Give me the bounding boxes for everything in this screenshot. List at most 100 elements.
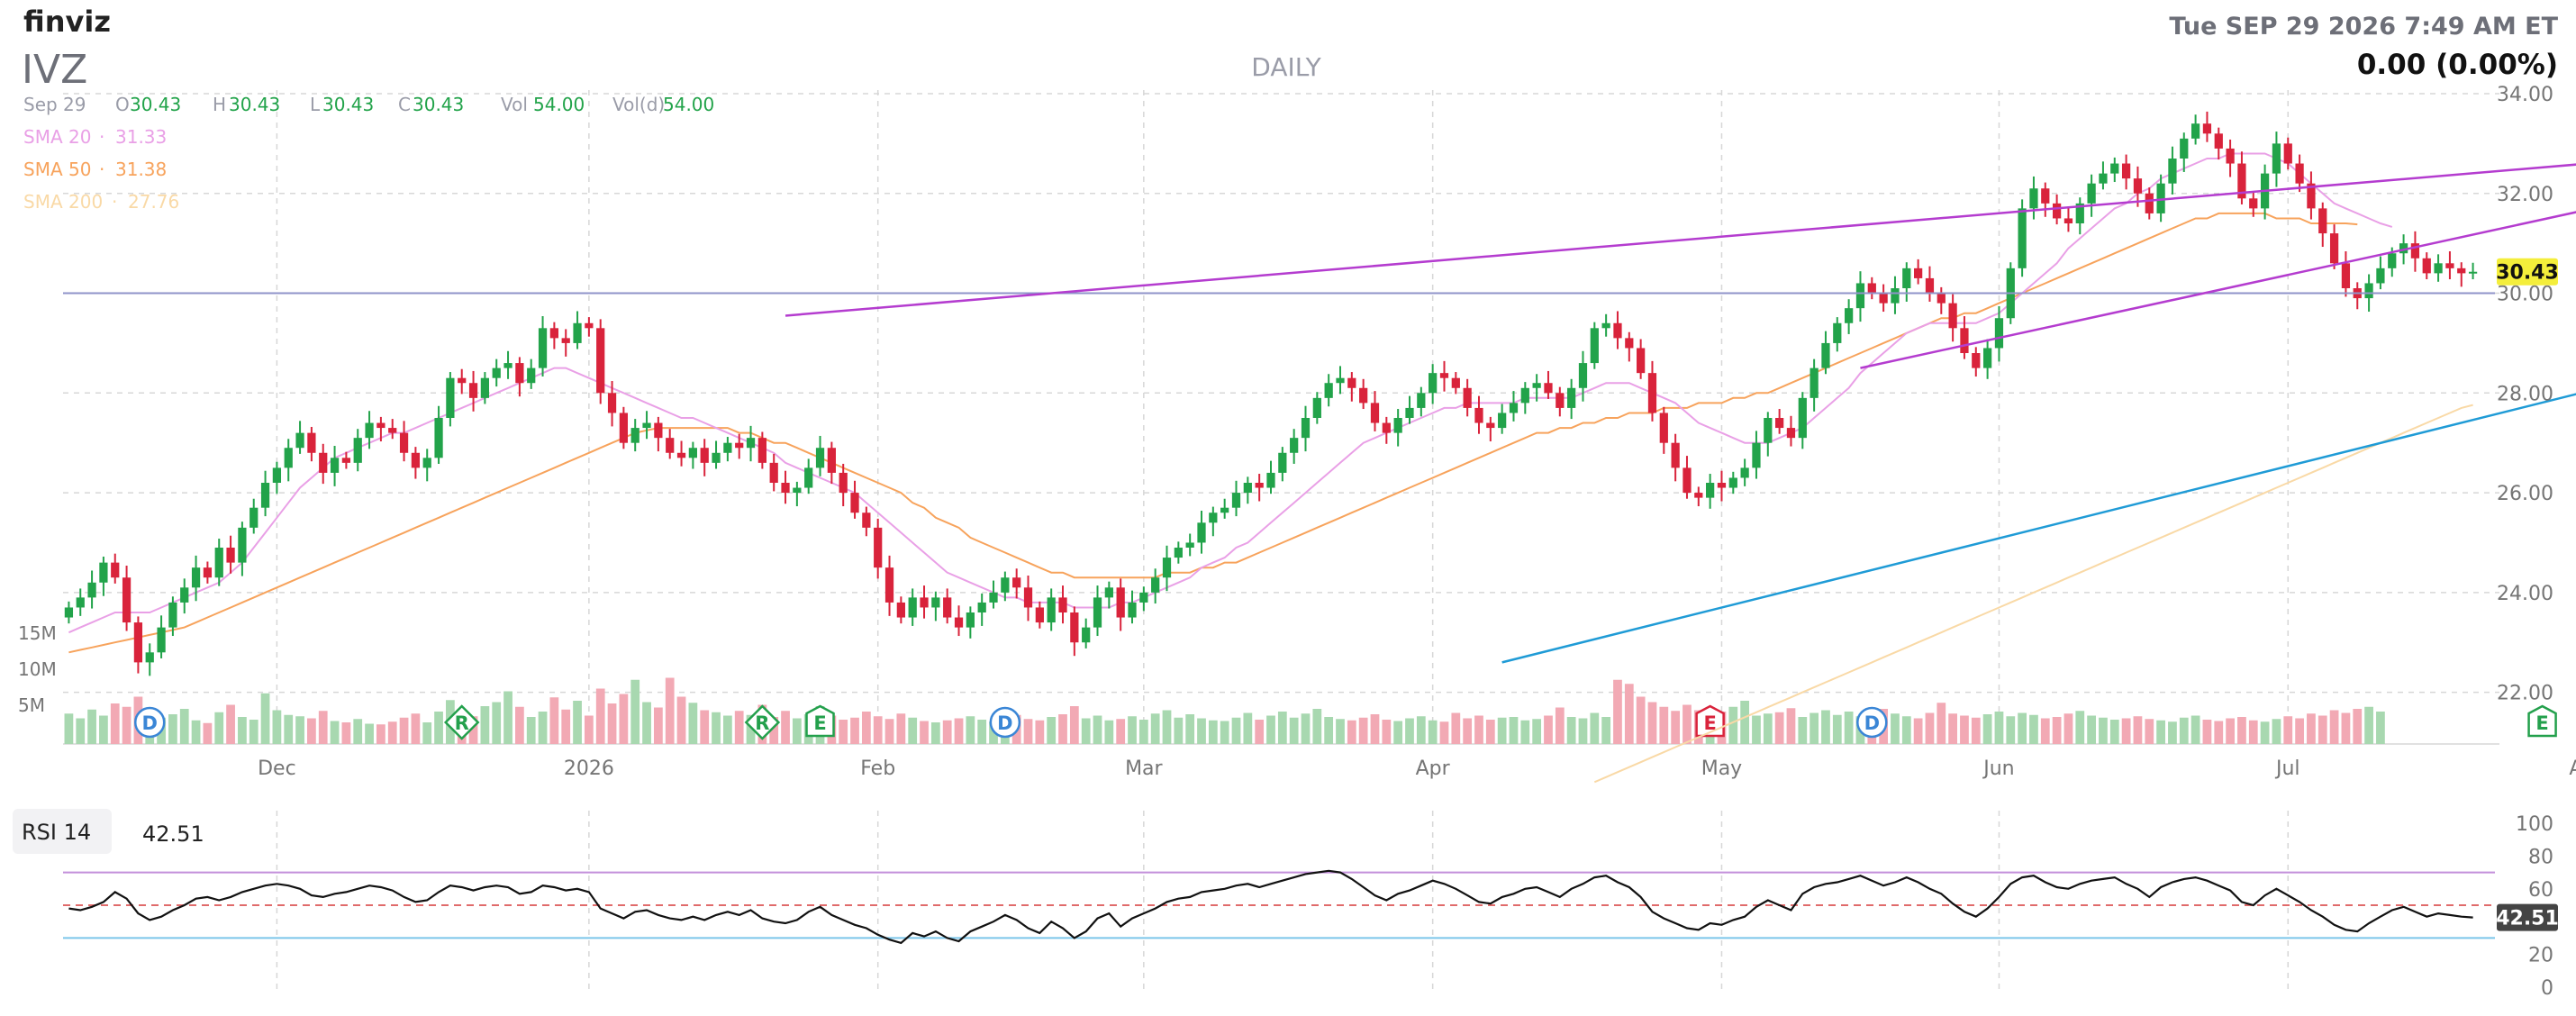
candle-body bbox=[1139, 592, 1148, 603]
rsi-label: RSI 14 bbox=[22, 820, 91, 845]
candle bbox=[2434, 254, 2443, 282]
candle bbox=[527, 358, 536, 389]
candle-body bbox=[1023, 587, 1033, 608]
volume-tick-label: 5M bbox=[18, 694, 45, 716]
candle-body bbox=[330, 458, 340, 473]
candle bbox=[376, 416, 385, 442]
candle-body bbox=[561, 338, 570, 343]
event-marker-e[interactable]: E bbox=[805, 704, 835, 738]
volume-bar bbox=[1786, 708, 1796, 744]
volume-bar bbox=[376, 724, 385, 744]
candle bbox=[654, 416, 663, 452]
candle bbox=[1845, 299, 1854, 334]
candle bbox=[434, 405, 443, 464]
candle-body bbox=[2168, 159, 2177, 184]
candle-body bbox=[874, 527, 883, 568]
high-label: H bbox=[213, 94, 226, 115]
candle bbox=[1439, 360, 1449, 392]
candle bbox=[1498, 404, 1507, 434]
candle-body bbox=[2410, 243, 2420, 259]
volume-bar bbox=[1740, 701, 1750, 744]
candle bbox=[203, 561, 213, 584]
datetime: Tue SEP 29 2026 7:49 AM ET bbox=[2169, 13, 2558, 41]
candle bbox=[1312, 392, 1321, 424]
candle bbox=[2191, 114, 2200, 145]
rsi-label-box[interactable] bbox=[13, 809, 112, 854]
candle-body bbox=[1393, 418, 1402, 433]
logo[interactable]: finviz bbox=[23, 5, 111, 39]
candle bbox=[1764, 412, 1773, 457]
candle bbox=[133, 616, 143, 674]
event-marker-label: D bbox=[142, 712, 158, 734]
volume-bar bbox=[1093, 715, 1102, 744]
candle-body bbox=[76, 597, 85, 608]
volume-bar bbox=[399, 717, 409, 744]
volume-bar bbox=[1058, 714, 1067, 744]
volume-bar bbox=[653, 707, 663, 744]
event-marker-r[interactable]: R bbox=[744, 704, 781, 740]
candle bbox=[1647, 360, 1657, 422]
candle bbox=[1637, 339, 1646, 379]
candle bbox=[735, 433, 744, 459]
candle bbox=[1128, 590, 1137, 624]
candle bbox=[1914, 259, 1923, 285]
event-marker-r[interactable]: R bbox=[443, 704, 480, 740]
event-marker-d[interactable]: D bbox=[989, 706, 1021, 739]
candle bbox=[1509, 391, 1519, 422]
candle-body bbox=[2214, 133, 2223, 149]
candle bbox=[1278, 447, 1287, 482]
candle bbox=[676, 440, 686, 467]
candle-body bbox=[1845, 308, 1854, 323]
candle-body bbox=[1855, 283, 1865, 309]
wedge-resistance-trendline bbox=[1860, 211, 2576, 369]
volume-bar bbox=[2040, 718, 2050, 744]
candle bbox=[1798, 392, 1807, 449]
candle bbox=[1532, 374, 1541, 402]
legend-sma50-label: SMA 50 bbox=[23, 159, 91, 180]
candle-body bbox=[1231, 493, 1241, 508]
price-tick-label: 22.00 bbox=[2497, 683, 2553, 705]
candle-body bbox=[214, 548, 223, 578]
event-marker-e[interactable]: E bbox=[2527, 704, 2557, 738]
volume-bar bbox=[468, 716, 478, 744]
candle-body bbox=[1625, 338, 1634, 349]
candle-body bbox=[596, 328, 605, 394]
candle bbox=[122, 565, 132, 631]
volume-bar bbox=[1683, 704, 1692, 744]
volume-bar bbox=[1578, 718, 1588, 744]
legend-sma200-value: 27.76 bbox=[128, 191, 179, 213]
volume-bar bbox=[1138, 720, 1148, 744]
candle bbox=[1451, 372, 1460, 395]
candle bbox=[977, 593, 986, 626]
candle-body bbox=[64, 607, 74, 618]
candle-body bbox=[757, 438, 766, 463]
candle-body bbox=[168, 602, 177, 628]
candle bbox=[399, 421, 409, 462]
candle-body bbox=[2329, 233, 2339, 264]
volume-bar bbox=[2133, 716, 2143, 744]
candle-body bbox=[238, 527, 247, 563]
volume-bar bbox=[411, 713, 421, 744]
volume-bar bbox=[1023, 719, 1033, 744]
candle bbox=[2180, 132, 2189, 172]
volume-bar bbox=[746, 714, 756, 744]
candle-body bbox=[896, 602, 905, 618]
candle-body bbox=[1994, 318, 2004, 349]
event-marker-d[interactable]: D bbox=[1856, 706, 1888, 739]
event-marker-label: D bbox=[1864, 712, 1880, 734]
candle-body bbox=[1174, 548, 1183, 558]
candle bbox=[561, 329, 570, 357]
candle bbox=[1301, 405, 1311, 452]
candle-body bbox=[157, 627, 166, 653]
candle-body bbox=[2121, 163, 2131, 179]
candle-body bbox=[2133, 178, 2143, 194]
volume-bar bbox=[1439, 721, 1449, 744]
candle bbox=[2283, 137, 2292, 170]
candle bbox=[862, 506, 871, 537]
candle bbox=[793, 481, 802, 507]
volume-tick-label: 15M bbox=[18, 622, 57, 644]
event-marker-d[interactable]: D bbox=[133, 706, 166, 739]
candle bbox=[700, 439, 709, 476]
volume-bar bbox=[1844, 712, 1854, 744]
candle-body bbox=[769, 462, 778, 483]
